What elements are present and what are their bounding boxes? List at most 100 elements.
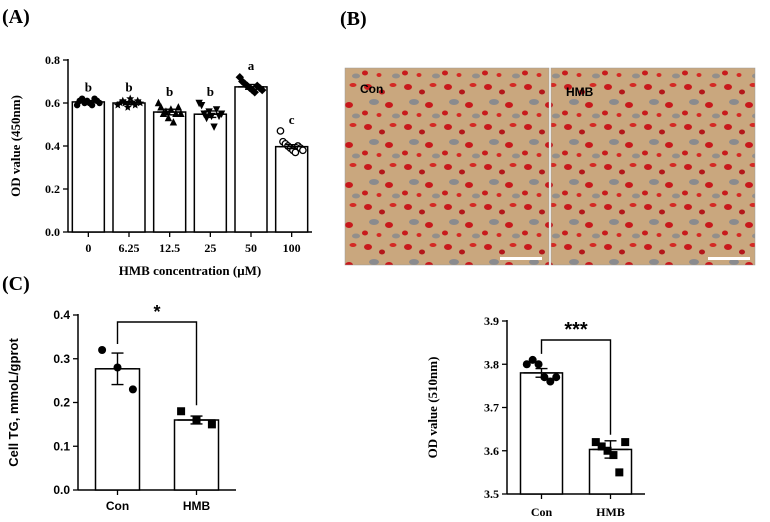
data-point [197, 101, 206, 110]
data-point [177, 407, 186, 416]
chart-a: 0.0 0.2 0.4 0.6 0.8 OD value (450nm) HMB conce… [8, 53, 312, 278]
data-point [615, 468, 624, 477]
y-tick-label: 0.0 [53, 483, 70, 497]
data-point [96, 99, 103, 107]
x-tick-label: 100 [283, 241, 301, 255]
bar [588, 448, 633, 495]
significance-stars: *** [564, 319, 588, 341]
y-tick-label: 0.4 [53, 308, 70, 322]
data-point [597, 442, 606, 451]
significance-letter: c [289, 112, 295, 127]
y-tick-label: 3.7 [484, 401, 499, 415]
scale-bar-hmb [708, 257, 750, 260]
data-point [552, 373, 561, 382]
significance-bracket [116, 321, 198, 406]
data-point [248, 85, 257, 95]
y-axis-label: OD value (450nm) [8, 95, 23, 197]
x-tick-label: HMB [596, 505, 625, 519]
data-point [169, 118, 178, 126]
significance-letter: b [125, 80, 132, 95]
data-point [118, 96, 127, 105]
x-tick-label: Con [531, 505, 553, 519]
y-tick-label: 0.6 [45, 96, 60, 110]
data-point [250, 88, 259, 97]
data-point [131, 101, 140, 109]
bar [193, 113, 228, 233]
y-tick-label: 0.2 [45, 182, 60, 196]
x-tick-label: 50 [245, 241, 257, 255]
chart-c: 0.0 0.1 0.2 0.3 0.4 Cell TG, mmoL/gprot Con HMB… [6, 302, 236, 513]
chart-d: 3.5 3.6 3.7 3.8 3.9 OD value (510nm) Con HMB *** [425, 314, 645, 519]
y-tick-label: 3.5 [484, 487, 499, 501]
micrograph-hmb [550, 67, 756, 266]
data-point [113, 101, 122, 109]
y-axis-label: Cell TG, mmoL/gprot [6, 338, 21, 467]
data-point [174, 103, 183, 111]
y-tick-label: 0.1 [53, 439, 70, 453]
data-point [207, 420, 216, 429]
bar [519, 372, 564, 495]
data-point [162, 107, 170, 115]
micrograph-con [344, 67, 550, 266]
data-point [258, 85, 267, 95]
x-tick-label: HMB [183, 499, 211, 513]
data-point [245, 83, 254, 93]
data-point [157, 103, 165, 111]
data-point [205, 108, 213, 116]
data-point [212, 106, 221, 114]
bar [71, 101, 106, 233]
x-tick-label: 0 [85, 241, 91, 255]
y-tick-label: 0.2 [53, 396, 70, 410]
significance-bracket [540, 339, 612, 435]
significance-letter: a [248, 58, 255, 73]
data-point [609, 451, 618, 460]
data-point [154, 98, 163, 107]
data-point [177, 109, 185, 117]
data-point [123, 103, 132, 111]
significance-stars: * [153, 302, 160, 322]
y-tick-label: 0.3 [53, 352, 70, 366]
bar [274, 145, 309, 233]
data-point [164, 113, 173, 122]
data-point [126, 94, 135, 103]
scale-bar-con [500, 257, 542, 260]
bar [173, 419, 220, 491]
x-axis-label: HMB concentration (μM) [119, 263, 261, 278]
data-point [522, 360, 531, 369]
panel-label-b: (B) [340, 8, 367, 30]
y-tick-label: 0.8 [45, 53, 60, 67]
data-point [534, 360, 543, 369]
data-point [276, 127, 285, 135]
data-point [98, 346, 107, 354]
x-tick-label: 12.5 [159, 241, 180, 255]
data-point [128, 385, 137, 394]
bar [234, 86, 268, 233]
data-point [299, 146, 307, 155]
micrograph-hmb-label: HMB [566, 85, 594, 99]
y-tick-label: 3.9 [484, 314, 499, 328]
micrograph-con-label: Con [360, 82, 383, 96]
y-axis-label: OD value (510nm) [425, 357, 440, 459]
data-point [202, 114, 211, 123]
data-point [210, 123, 218, 131]
y-tick-label: 0.4 [45, 139, 60, 153]
panel-label-c: (C) [2, 273, 30, 295]
x-tick-label: Con [106, 499, 129, 513]
data-point [546, 377, 555, 386]
y-tick-label: 3.8 [484, 357, 499, 371]
y-tick-label: 0.0 [45, 225, 60, 239]
bar [152, 111, 187, 233]
y-tick-label: 3.6 [484, 444, 499, 458]
data-point [243, 81, 252, 90]
x-tick-label: 6.25 [119, 241, 140, 255]
panel-label-a: (A) [2, 6, 30, 28]
data-point [621, 438, 630, 447]
x-tick-label: 25 [204, 241, 216, 255]
bar [112, 102, 146, 233]
data-point [591, 438, 600, 447]
data-point [603, 446, 612, 455]
significance-letter: b [166, 84, 173, 99]
significance-letter: b [207, 84, 214, 99]
data-point [528, 355, 537, 364]
